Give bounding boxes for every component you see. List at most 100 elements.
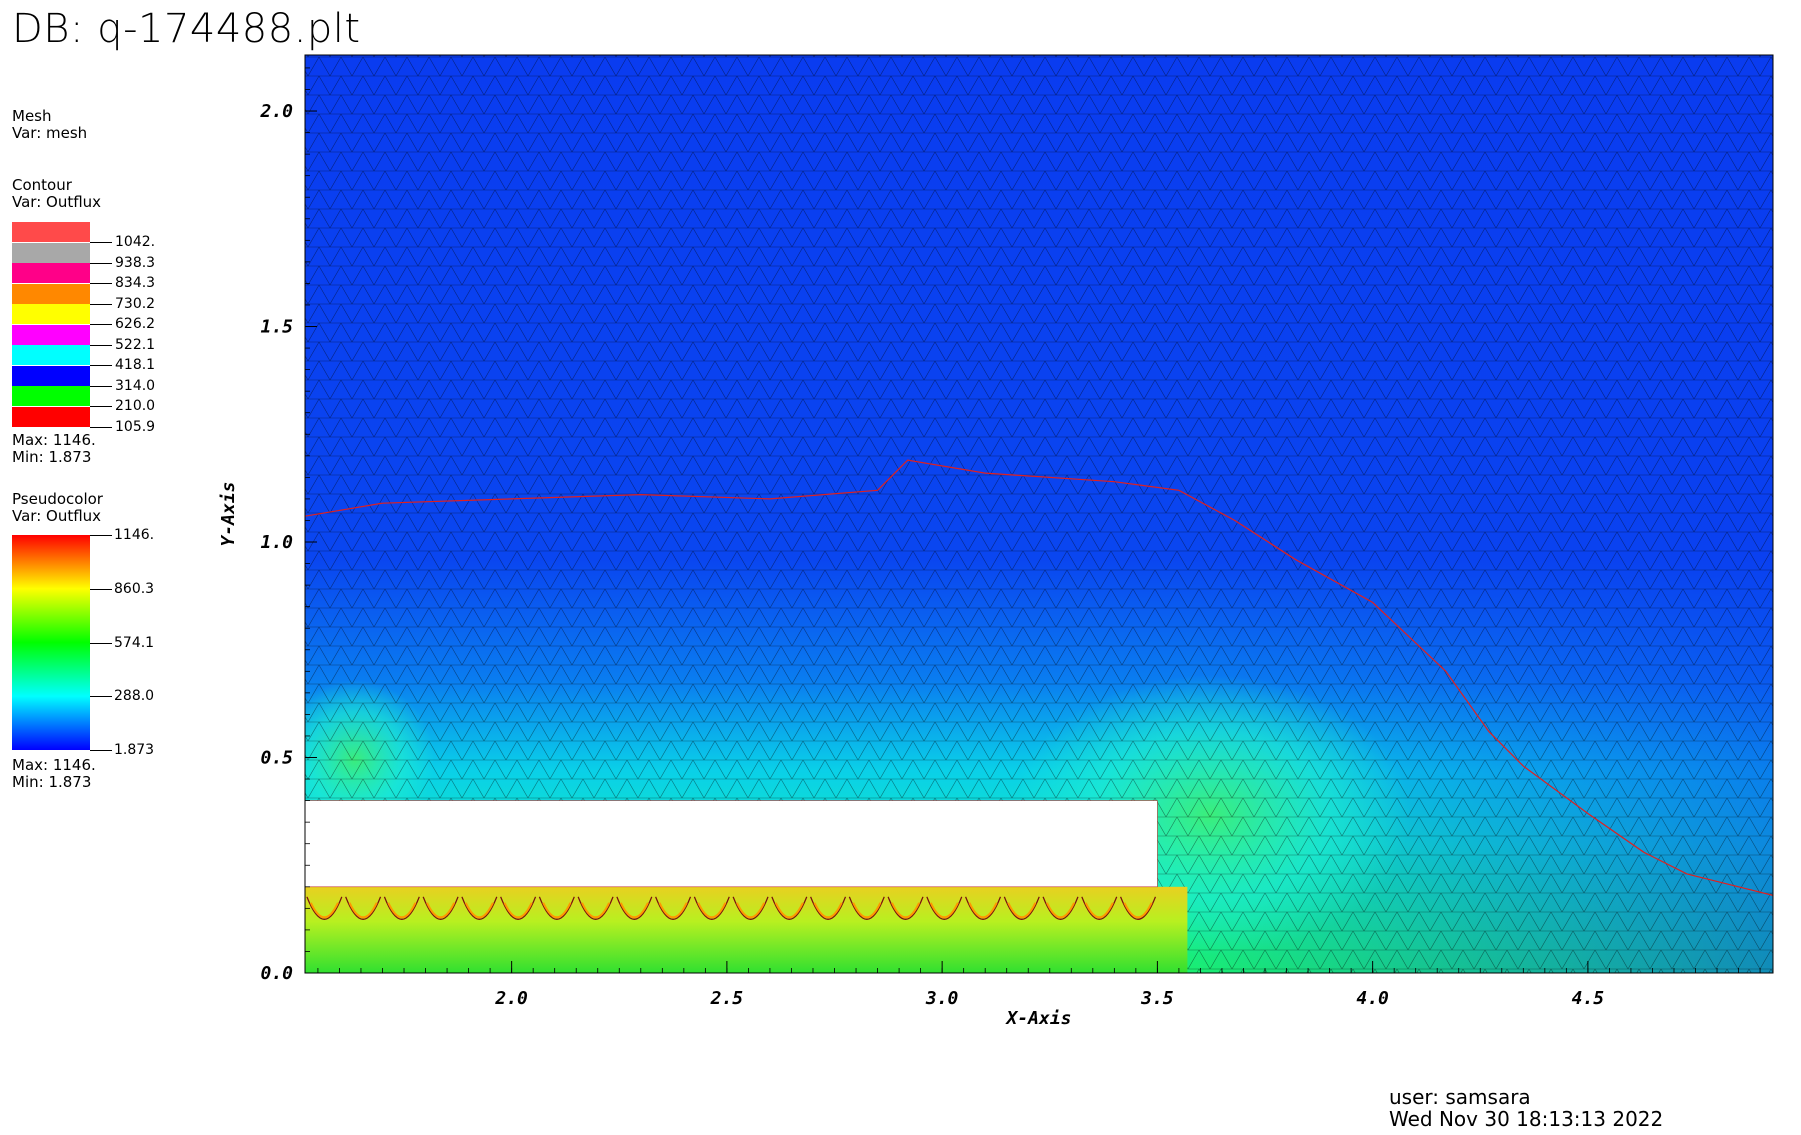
strip-scallop-inner [503,902,533,919]
contour-level-swatch [12,242,90,263]
strip-scallop [1119,896,1157,920]
contour-level-swatch [12,283,90,304]
contour-level-label: 626.2 [115,316,156,332]
contour-level-swatch [12,345,90,365]
contour-level-swatch [12,263,90,283]
x-tick-label: 3.5 [1140,988,1174,1009]
flux-strip [305,886,1188,973]
strip-scallop-inner [464,902,494,919]
contour-level-label: 522.1 [115,336,156,353]
contour-level-swatch [12,304,90,324]
contour-level-label: 834.3 [115,275,156,291]
contour-level-label: 418.1 [115,357,156,373]
contour-level-tick [90,406,112,407]
strip-scallop-inner [852,902,882,919]
contour-legend-title: Contour [12,176,72,194]
pseudocolor-tick-label: 288.0 [114,688,155,705]
contour-level-label: 730.2 [115,295,156,312]
strip-scallop-inner [736,902,766,919]
contour-legend: Contour Var: Outflux [12,177,101,211]
pseudocolor-bar [12,535,90,750]
strip-scallop [887,896,924,920]
strip-scallop [500,896,537,920]
user-info: user: samsara Wed Nov 30 18:13:13 2022 [1389,1086,1663,1130]
pseudocolor-tick-label: 1.873 [114,742,155,758]
strip-scallop-inner [581,902,611,919]
contour-minmax: Max: 1146. Min: 1.873 [12,432,96,466]
strip-scallop [1042,896,1079,920]
contour-level-label: 210.0 [115,398,156,414]
contour-level-label: 938.3 [115,254,156,271]
strip-scallop-inner [542,902,572,919]
y-tick-label: 0.0 [260,963,293,984]
contour-level-row: 522.1 [12,324,172,353]
strip-scallop-inner [968,902,998,919]
y-tick-label: 1.0 [260,532,293,553]
x-axis-title: X-Axis [1004,1008,1071,1029]
y-tick-label: 2.0 [259,101,293,122]
contour-level-tick [90,385,112,387]
strip-scallop [345,896,382,920]
obstacle-region [304,800,1158,888]
strip-scallop-inner [891,902,921,919]
strip-scallop-inner [929,902,959,919]
mesh-legend: Mesh Var: mesh [12,108,87,142]
contour-legend-var: Var: Outflux [12,193,102,211]
strip-scallop [616,896,653,920]
pseudocolor-max: Max: 1146. [12,756,96,774]
strip-scallop-inner [1084,902,1114,919]
contour-level-tick [90,303,112,305]
strip-scallop-inner [309,902,339,919]
db-title: DB: q-174488.plt [12,6,361,52]
contour-level-row: 1042. [12,222,172,250]
contour-level-label: 1042. [115,234,156,250]
strip-scallop-inner [619,902,649,919]
x-tick-label: 3.0 [925,988,959,1009]
pseudocolor-tick-label: 574.1 [114,634,155,651]
mesh-legend-title: Mesh [12,107,52,125]
pseudocolor-minmax: Max: 1146. Min: 1.873 [12,757,96,791]
y-tick-label: 1.5 [260,317,293,338]
contour-level-tick [90,242,112,243]
x-tick-label: 2.5 [710,988,744,1009]
timestamp: Wed Nov 30 18:13:13 2022 [1389,1107,1664,1131]
contour-level-row: 938.3 [12,242,172,271]
contour-level-label: 105.9 [115,418,156,435]
contour-level-row: 210.0 [12,386,172,414]
pseudocolor-legend-var: Var: Outflux [12,507,102,525]
obstacle-rect [304,800,1158,888]
contour-level-tick [90,262,112,264]
x-tick-label: 4.0 [1356,988,1389,1009]
strip-scallop-inner [697,902,727,919]
contour-min: Min: 1.873 [12,448,92,466]
strip-scallop-inner [774,902,804,919]
y-axis-title: Y-Axis [218,481,239,546]
contour-level-swatch [12,222,90,242]
contour-level-label: 314.0 [115,377,156,394]
y-tick-label: 0.5 [260,748,293,769]
strip-scallop [1003,896,1040,920]
contour-level-row: 834.3 [12,263,172,291]
contour-level-tick [90,426,112,428]
x-tick-label: 2.0 [494,988,528,1009]
contour-level-swatch [12,406,90,427]
pseudocolor-tick [90,750,112,751]
user-name: user: samsara [1389,1085,1531,1109]
pseudocolor-legend-title: Pseudocolor [12,490,103,508]
strip-scallop-inner [387,902,417,919]
strip-scallop [306,896,343,920]
contour-lines [305,459,1773,896]
contour-level-tick [90,344,112,346]
strip-scallop [422,896,459,920]
strip-scallop [771,896,808,920]
strip-scallop [1081,896,1118,920]
contour-level-row: 418.1 [12,345,172,373]
contour-level-swatch [12,365,90,386]
pseudocolor-tick-label: 860.3 [114,580,155,597]
strip-scallop-inner [348,902,378,919]
contour-level-row: 626.2 [12,304,172,332]
contour-level-swatch [12,386,90,406]
pseudocolor-tick-label: 1146. [114,527,155,543]
pseudocolor-tick [90,535,112,536]
